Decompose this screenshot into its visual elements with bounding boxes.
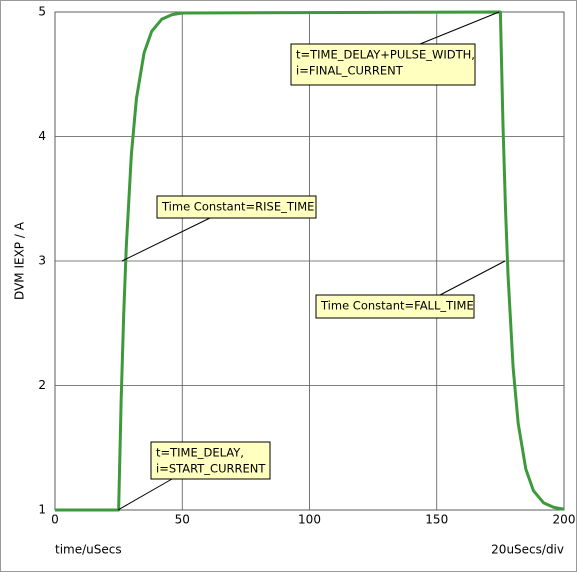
y-tick-label: 4 xyxy=(38,129,46,143)
annotation-box xyxy=(315,294,475,319)
annotation: t=TIME_DELAY, i=START_CURRENT xyxy=(117,441,271,511)
y-tick-label: 5 xyxy=(38,5,46,19)
leader-line xyxy=(439,260,506,296)
y-tick-label: 2 xyxy=(38,378,46,392)
x-tick-label: 200 xyxy=(553,513,576,527)
annotation-text: Time Constant=RISE_TIME xyxy=(161,200,314,214)
x-tick-label: 150 xyxy=(425,513,448,527)
line xyxy=(55,10,565,512)
y-tick-label: 3 xyxy=(38,254,46,268)
leader-line xyxy=(419,11,500,45)
annotation-box xyxy=(290,43,476,86)
leader-line xyxy=(117,478,173,511)
x-axis-label: time/uSecs xyxy=(55,543,122,557)
x-scale-label: 20uSecs/div xyxy=(491,543,564,557)
annotation-box xyxy=(156,195,317,219)
y-tick-label: 1 xyxy=(38,503,46,517)
annotation: Time Constant=RISE_TIME xyxy=(121,195,317,262)
annotation-box xyxy=(150,441,271,480)
x-tick-label: 0 xyxy=(51,513,59,527)
x-tick-label: 100 xyxy=(298,513,321,527)
annotation: Time Constant=FALL_TIME xyxy=(315,260,506,319)
annotation-text: Time Constant=FALL_TIME xyxy=(320,299,474,313)
annotation-text: i=START_CURRENT xyxy=(156,462,266,476)
annotation-text: i=FINAL_CURRENT xyxy=(296,64,404,78)
x-tick-label: 50 xyxy=(175,513,190,527)
annotation-text: t=TIME_DELAY+PULSE_WIDTH, xyxy=(296,48,475,62)
annotation-text: t=TIME_DELAY, xyxy=(156,446,244,460)
y-axis-label: DVM IEXP / A xyxy=(13,221,27,300)
annotation: t=TIME_DELAY+PULSE_WIDTH, i=FINAL_CURRENT xyxy=(290,11,500,86)
leader-line xyxy=(121,217,211,262)
